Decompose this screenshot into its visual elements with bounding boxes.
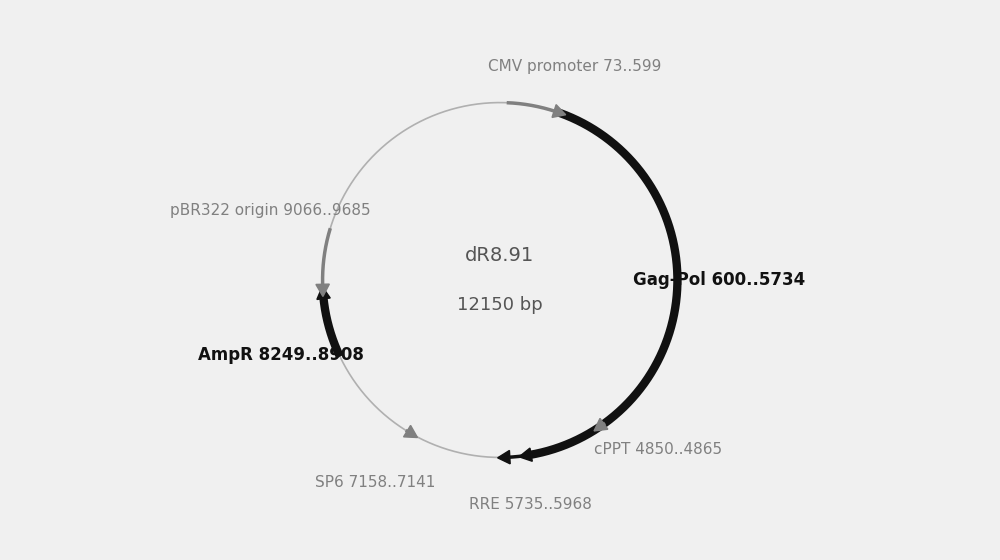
Text: SP6 7158..7141: SP6 7158..7141 — [315, 475, 435, 490]
Polygon shape — [552, 105, 566, 118]
Polygon shape — [316, 284, 329, 296]
Text: dR8.91: dR8.91 — [465, 245, 535, 264]
Text: RRE 5735..5968: RRE 5735..5968 — [469, 497, 592, 512]
Text: 12150 bp: 12150 bp — [457, 296, 543, 314]
Text: CMV promoter 73..599: CMV promoter 73..599 — [488, 59, 662, 74]
Text: Gag-Pol 600..5734: Gag-Pol 600..5734 — [633, 271, 805, 289]
Polygon shape — [498, 450, 510, 464]
Polygon shape — [519, 448, 532, 461]
Text: cPPT 4850..4865: cPPT 4850..4865 — [594, 442, 722, 456]
Text: pBR322 origin 9066..9685: pBR322 origin 9066..9685 — [170, 203, 370, 218]
Text: AmpR 8249..8908: AmpR 8249..8908 — [198, 346, 364, 364]
Polygon shape — [317, 287, 330, 300]
Polygon shape — [594, 418, 608, 431]
Polygon shape — [404, 426, 417, 437]
